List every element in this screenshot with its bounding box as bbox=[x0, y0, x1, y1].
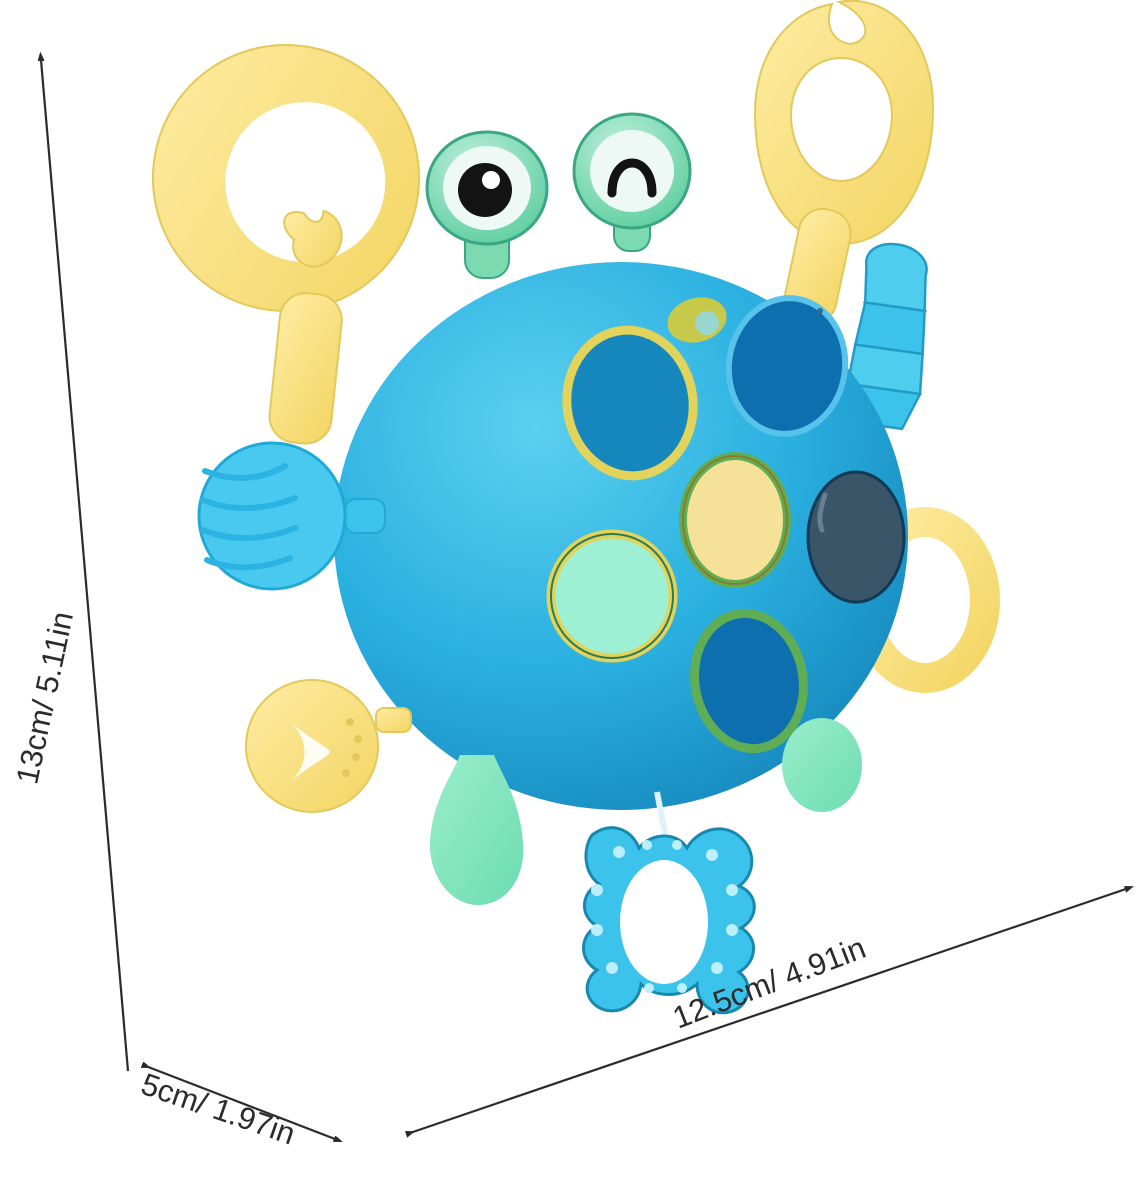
svg-text:5cm/ 1.97in: 5cm/ 1.97in bbox=[137, 1066, 300, 1151]
svg-text:13cm/ 5.11in: 13cm/ 5.11in bbox=[9, 608, 80, 787]
